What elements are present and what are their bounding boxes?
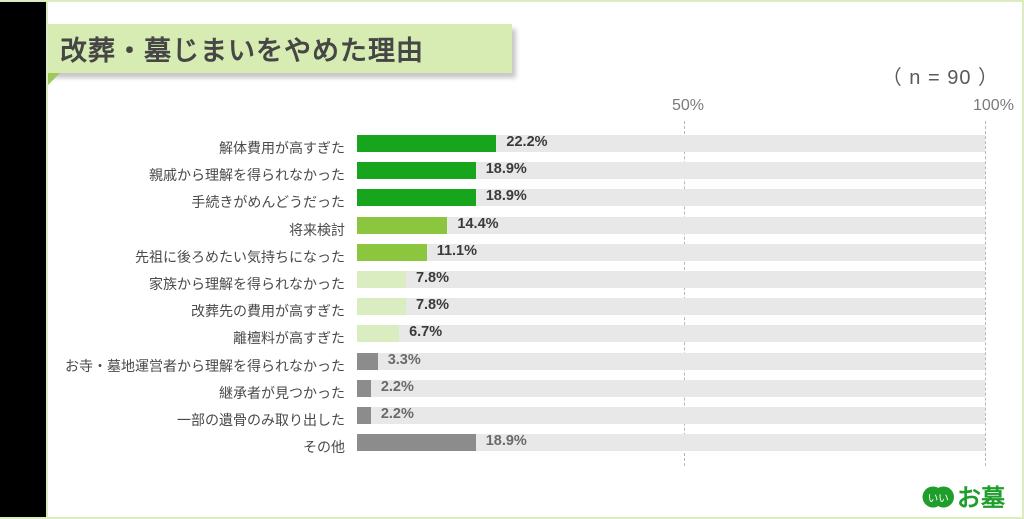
svg-text:い: い [938, 493, 949, 505]
svg-text:い: い [928, 493, 939, 505]
svg-text:お墓: お墓 [957, 485, 1006, 511]
